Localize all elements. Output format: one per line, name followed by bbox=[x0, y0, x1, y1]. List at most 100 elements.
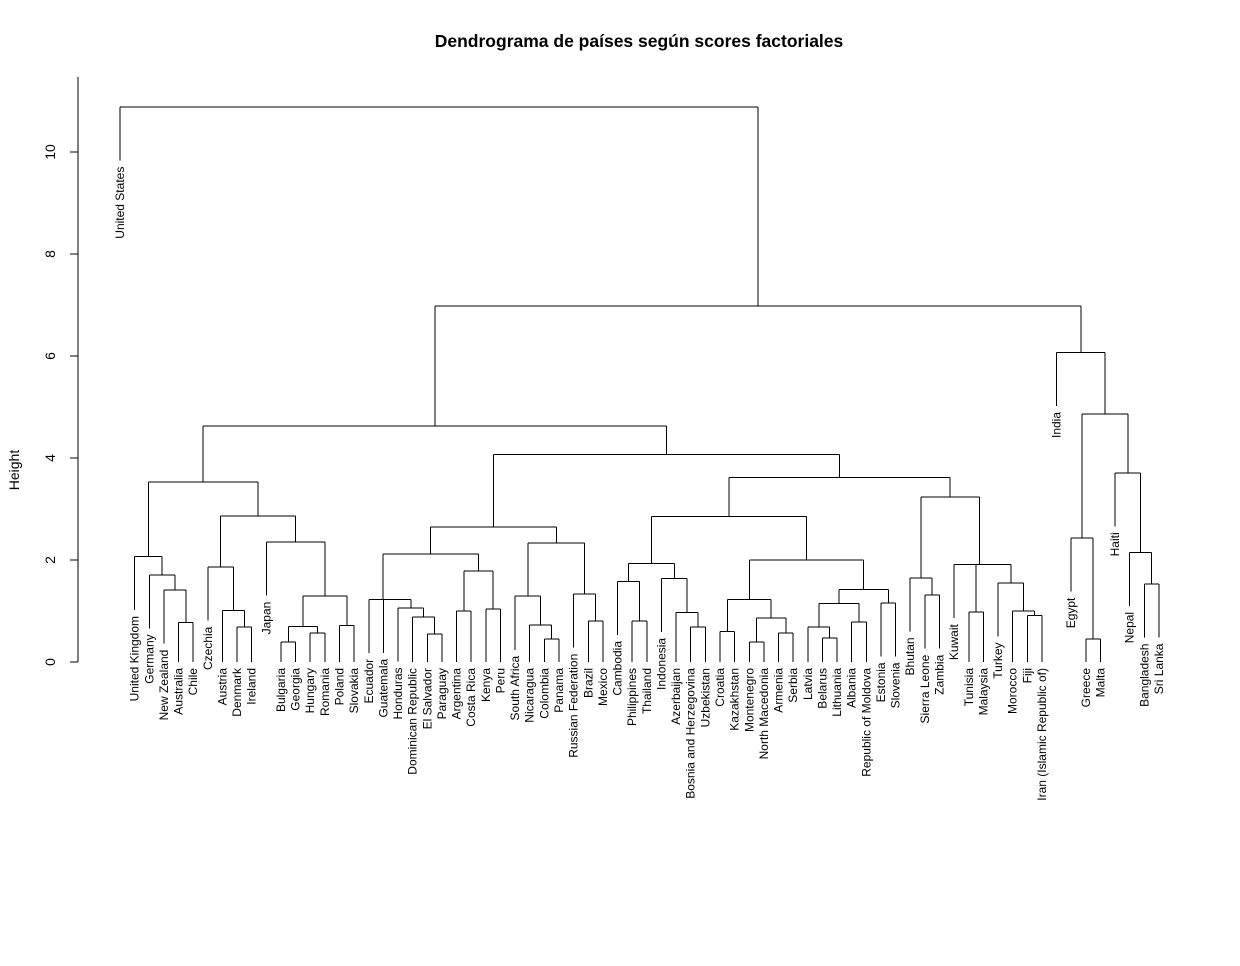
dendrogram-merge bbox=[339, 624, 355, 662]
dendrogram-merge bbox=[202, 425, 668, 482]
dendrogram-merge bbox=[221, 609, 245, 662]
leaf-label: Lithuania bbox=[830, 668, 844, 717]
chart-title: Dendrograma de países según scores facto… bbox=[435, 31, 844, 51]
dendrogram-merge bbox=[975, 564, 983, 613]
dendrogram-merge bbox=[147, 481, 259, 557]
leaf-label: Turkey bbox=[991, 643, 1005, 679]
leaf-label: United States bbox=[113, 167, 127, 239]
leaf-label: Malta bbox=[1093, 668, 1107, 698]
dendrogram-merge bbox=[265, 541, 326, 597]
dendrogram-merge bbox=[426, 633, 443, 662]
y-axis-label: Height bbox=[6, 450, 22, 491]
y-tick-label: 0 bbox=[42, 658, 58, 666]
leaf-label: Zambia bbox=[932, 654, 946, 694]
dendrogram-merge bbox=[748, 641, 765, 662]
leaf-label: Nicaragua bbox=[523, 668, 537, 723]
dendrogram-merge bbox=[587, 620, 604, 662]
leaf-label: Chile bbox=[186, 668, 200, 696]
leaf-label: Tunisia bbox=[962, 668, 976, 707]
dendrogram-merge bbox=[527, 542, 586, 597]
leaf-label: Slovenia bbox=[889, 662, 903, 708]
dendrogram-merge bbox=[456, 610, 472, 662]
leaf-label: Egypt bbox=[1064, 597, 1078, 628]
leaf-label: Mexico bbox=[596, 668, 610, 706]
dendrogram-merge bbox=[631, 620, 648, 662]
y-axis: 0 2 4 6 8 10 bbox=[42, 77, 79, 666]
dendrogram-merge bbox=[430, 526, 557, 554]
leaf-label: Azerbaijan bbox=[669, 668, 683, 725]
leaf-label: Peru bbox=[493, 668, 507, 693]
dendrogram-merge bbox=[485, 608, 501, 662]
leaf-label: Czechia bbox=[201, 626, 215, 670]
dendrogram-merge bbox=[236, 626, 253, 662]
leaf-label: Bosnia and Herzegovina bbox=[684, 668, 698, 799]
dendrogram-merge bbox=[163, 589, 187, 644]
leaf-label: Poland bbox=[333, 668, 347, 705]
leaf-label: Haiti bbox=[1108, 532, 1122, 556]
leaf-label: Estonia bbox=[874, 662, 888, 702]
leaf-label: Fiji bbox=[1020, 668, 1034, 683]
leaf-label: Australia bbox=[172, 668, 186, 715]
dendrogram-merge bbox=[1012, 610, 1036, 662]
dendrogram-merge bbox=[880, 602, 897, 657]
leaf-label: Albania bbox=[845, 668, 859, 708]
dendrogram-merge bbox=[434, 305, 1082, 426]
leaf-label: Russian Federation bbox=[567, 654, 581, 758]
leaf-label: New Zealand bbox=[157, 650, 171, 721]
dendrogram-merge bbox=[838, 589, 889, 604]
dendrogram-merge bbox=[1143, 583, 1160, 638]
dendrogram-merge bbox=[920, 496, 980, 578]
leaf-label: Greece bbox=[1079, 668, 1093, 708]
dendrogram-merge bbox=[756, 617, 787, 643]
leaf-label: Bulgaria bbox=[274, 668, 288, 712]
dendrogram-merge bbox=[1129, 551, 1153, 606]
leaf-label: Iran (Islamic Republic of) bbox=[1035, 668, 1049, 801]
dendrogram-merge bbox=[397, 607, 425, 662]
leaf-label: United Kingdom bbox=[128, 616, 142, 701]
dendrogram-merge bbox=[1081, 413, 1129, 539]
dendrogram-merge bbox=[719, 630, 736, 662]
dendrogram-merge bbox=[207, 566, 234, 621]
dendrogram-merge bbox=[748, 559, 865, 600]
dendrogram-merge bbox=[543, 638, 560, 662]
dendrogram-merge bbox=[463, 570, 494, 611]
dendrogram-merge bbox=[821, 637, 838, 662]
leaf-label: Latvia bbox=[801, 668, 815, 700]
dendrogram-merge bbox=[728, 476, 951, 517]
leaf-label: Honduras bbox=[391, 667, 405, 719]
leaf-label: Montenegro bbox=[742, 668, 756, 732]
leaf-label: Uzbekistan bbox=[698, 668, 712, 727]
leaf-label: Colombia bbox=[537, 668, 551, 719]
y-tick-label: 6 bbox=[42, 352, 58, 360]
leaf-label: Belarus bbox=[815, 668, 829, 709]
leaf-label: Paraguay bbox=[435, 668, 449, 719]
leaf-label: Bhutan bbox=[903, 637, 917, 675]
leaf-label: Republic of Moldova bbox=[859, 668, 873, 777]
dendrogram-merge bbox=[690, 626, 706, 662]
dendrogram-merge bbox=[726, 598, 772, 632]
dendrogram-merge bbox=[382, 598, 412, 653]
leaf-labels: United States United Kingdom Germany New Ze… bbox=[113, 167, 1166, 801]
leaf-label: Kuwait bbox=[947, 623, 961, 660]
leaf-label: Croatia bbox=[713, 668, 727, 707]
leaf-label: Japan bbox=[259, 602, 273, 635]
dendrogram-merge bbox=[997, 582, 1025, 637]
dendrogram-merge bbox=[909, 577, 933, 632]
dendrogram-merge bbox=[178, 622, 194, 662]
y-tick-label: 2 bbox=[42, 556, 58, 564]
leaf-label: Brazil bbox=[581, 668, 595, 698]
dendrogram-merge bbox=[280, 641, 297, 662]
leaf-label: Bangladesh bbox=[1137, 644, 1151, 707]
leaf-label: Sierra Leone bbox=[918, 654, 932, 723]
leaf-label: Georgia bbox=[289, 668, 303, 711]
leaf-label: Germany bbox=[142, 634, 156, 683]
dendrogram-merge bbox=[1085, 638, 1101, 662]
leaf-label: Austria bbox=[215, 668, 229, 706]
dendrogram-merge bbox=[302, 595, 348, 627]
leaf-label: Denmark bbox=[230, 667, 244, 717]
leaf-label: India bbox=[1050, 412, 1064, 438]
leaf-label: Slovakia bbox=[347, 668, 361, 714]
leaf-label: El Salvador bbox=[420, 668, 434, 729]
dendrogram-merge bbox=[778, 632, 794, 662]
